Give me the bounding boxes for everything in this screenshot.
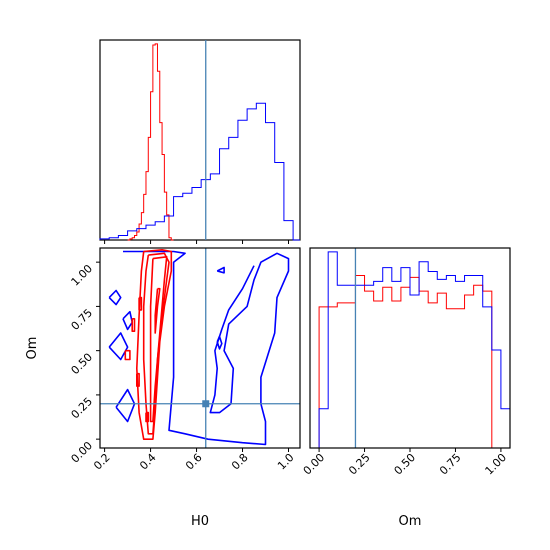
contour-blue-2 [108,332,129,361]
hist-om-tick-label: 0.25 [346,451,373,478]
truth-point [202,400,210,408]
hist-h0-series-group [99,43,300,241]
x-axis-label-om: Om [399,514,422,529]
hist-h0-series-red [127,43,174,241]
contour-red-3 [154,287,161,334]
contour-x-tick-label: 1.0 [275,451,297,473]
contour-red-5 [138,296,143,311]
contour-y-tick-label: 1.00 [69,262,96,289]
contour-x-tick-label: 0.6 [183,451,205,473]
contour-y-tick-label: 0.50 [69,351,96,378]
hist-h0-series-blue [99,102,300,241]
contour-blue-3 [115,388,136,423]
contour-x-tick-label: 0.4 [137,451,159,473]
panel-hist-om: 0.00 0.25 0.50 0.75 1.00 Om [301,247,511,529]
contour-blue-1 [108,289,122,306]
contour-y-tick-label: 0.75 [69,306,96,333]
contour-ticks: 0.2 0.4 0.6 0.8 1.0 0.00 0.25 0.50 0.75 1.00 [69,261,297,473]
panel-hist-h0 [99,39,301,244]
panel-contour: 0.2 0.4 0.6 0.8 1.0 0.00 0.25 0.50 0.75 1.00 H0 O… [25,247,301,529]
hist-om-series-blue [310,251,510,448]
contour-red-8 [145,411,150,423]
hist-h0-ticks [104,240,290,244]
contour-x-tick-label: 0.8 [229,451,251,473]
hist-om-tick-label: 0.00 [301,451,328,478]
contour-blue-0 [123,250,290,446]
hist-om-tick-label: 0.50 [392,451,419,478]
contour-red-6 [124,349,131,361]
contour-red-7 [136,372,140,387]
contour-red-2 [149,256,168,423]
hist-om-ticks: 0.00 0.25 0.50 0.75 1.00 [301,448,509,477]
contour-red-4 [131,318,136,332]
contour-group [108,249,290,446]
contour-y-tick-label: 0.25 [69,395,96,422]
hist-om-tick-label: 0.75 [437,451,464,478]
contour-frame [99,247,301,449]
contour-blue-5 [216,335,223,350]
contour-y-tick-label: 0.00 [69,439,96,466]
contour-x-tick-label: 0.2 [91,451,113,473]
y-axis-label-om: Om [25,337,40,360]
hist-om-tick-label: 1.00 [483,451,510,478]
hist-om-series-group [310,251,510,448]
contour-red-1 [142,252,170,435]
contour-blue-4 [122,310,133,331]
hist-h0-frame [99,39,301,241]
hist-om-series-red [318,274,501,448]
x-axis-label-h0: H0 [191,514,209,529]
contour-blue-6 [216,266,225,274]
